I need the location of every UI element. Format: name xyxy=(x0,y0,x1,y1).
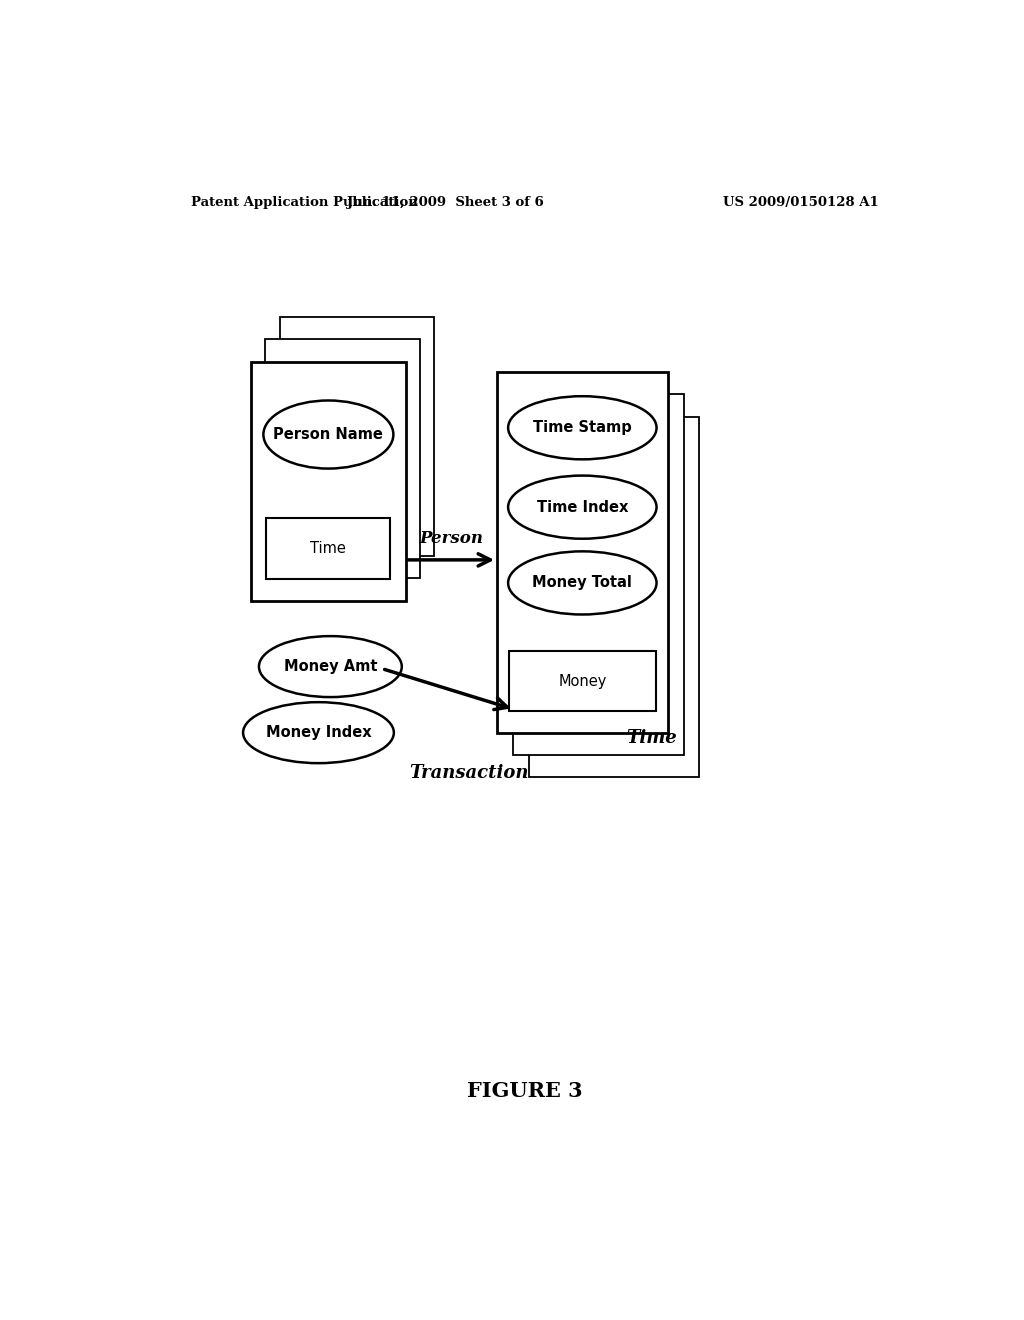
Bar xyxy=(528,417,699,777)
Ellipse shape xyxy=(243,702,394,763)
Text: Money Total: Money Total xyxy=(532,576,632,590)
Text: Patent Application Publication: Patent Application Publication xyxy=(191,195,418,209)
Text: US 2009/0150128 A1: US 2009/0150128 A1 xyxy=(723,195,879,209)
Text: Time Index: Time Index xyxy=(537,500,628,515)
Text: Person Name: Person Name xyxy=(273,428,383,442)
Text: Money Index: Money Index xyxy=(265,725,372,741)
Bar xyxy=(513,395,684,755)
Bar xyxy=(266,519,390,579)
Bar xyxy=(280,317,434,556)
Ellipse shape xyxy=(259,636,401,697)
Text: Time Stamp: Time Stamp xyxy=(532,420,632,436)
Bar xyxy=(509,652,655,711)
Text: Transaction: Transaction xyxy=(410,764,529,783)
Text: FIGURE 3: FIGURE 3 xyxy=(467,1081,583,1101)
Text: Time: Time xyxy=(627,729,677,747)
Ellipse shape xyxy=(508,396,656,459)
Text: Money Amt: Money Amt xyxy=(284,659,377,675)
Text: Time: Time xyxy=(310,541,346,556)
Bar xyxy=(265,339,420,578)
Bar xyxy=(497,372,668,733)
Text: Person: Person xyxy=(420,529,483,546)
Ellipse shape xyxy=(508,552,656,615)
Text: Money: Money xyxy=(558,673,606,689)
Ellipse shape xyxy=(508,475,656,539)
Bar xyxy=(251,362,406,601)
Text: Jun. 11, 2009  Sheet 3 of 6: Jun. 11, 2009 Sheet 3 of 6 xyxy=(347,195,544,209)
Ellipse shape xyxy=(263,400,393,469)
